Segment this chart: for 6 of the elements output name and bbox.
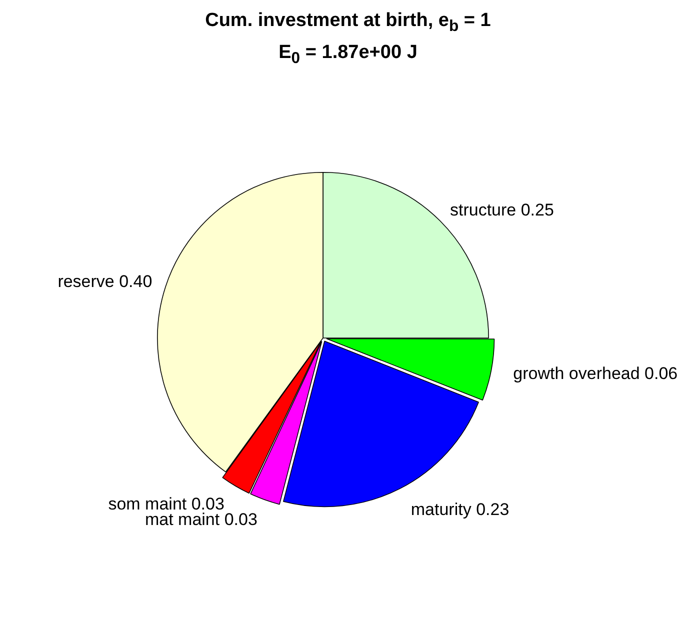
slice-label: reserve 0.40 <box>58 272 152 291</box>
slice-label: maturity 0.23 <box>410 500 510 519</box>
chart-subtitle: E$_{0}$ = 1.87e+00 J <box>278 42 418 68</box>
chart-title: Cum. investment at birth, e$_{b}$ = 1 <box>204 10 492 36</box>
slice-label: growth overhead 0.06 <box>513 364 678 383</box>
slice-label: structure 0.25 <box>450 200 554 220</box>
